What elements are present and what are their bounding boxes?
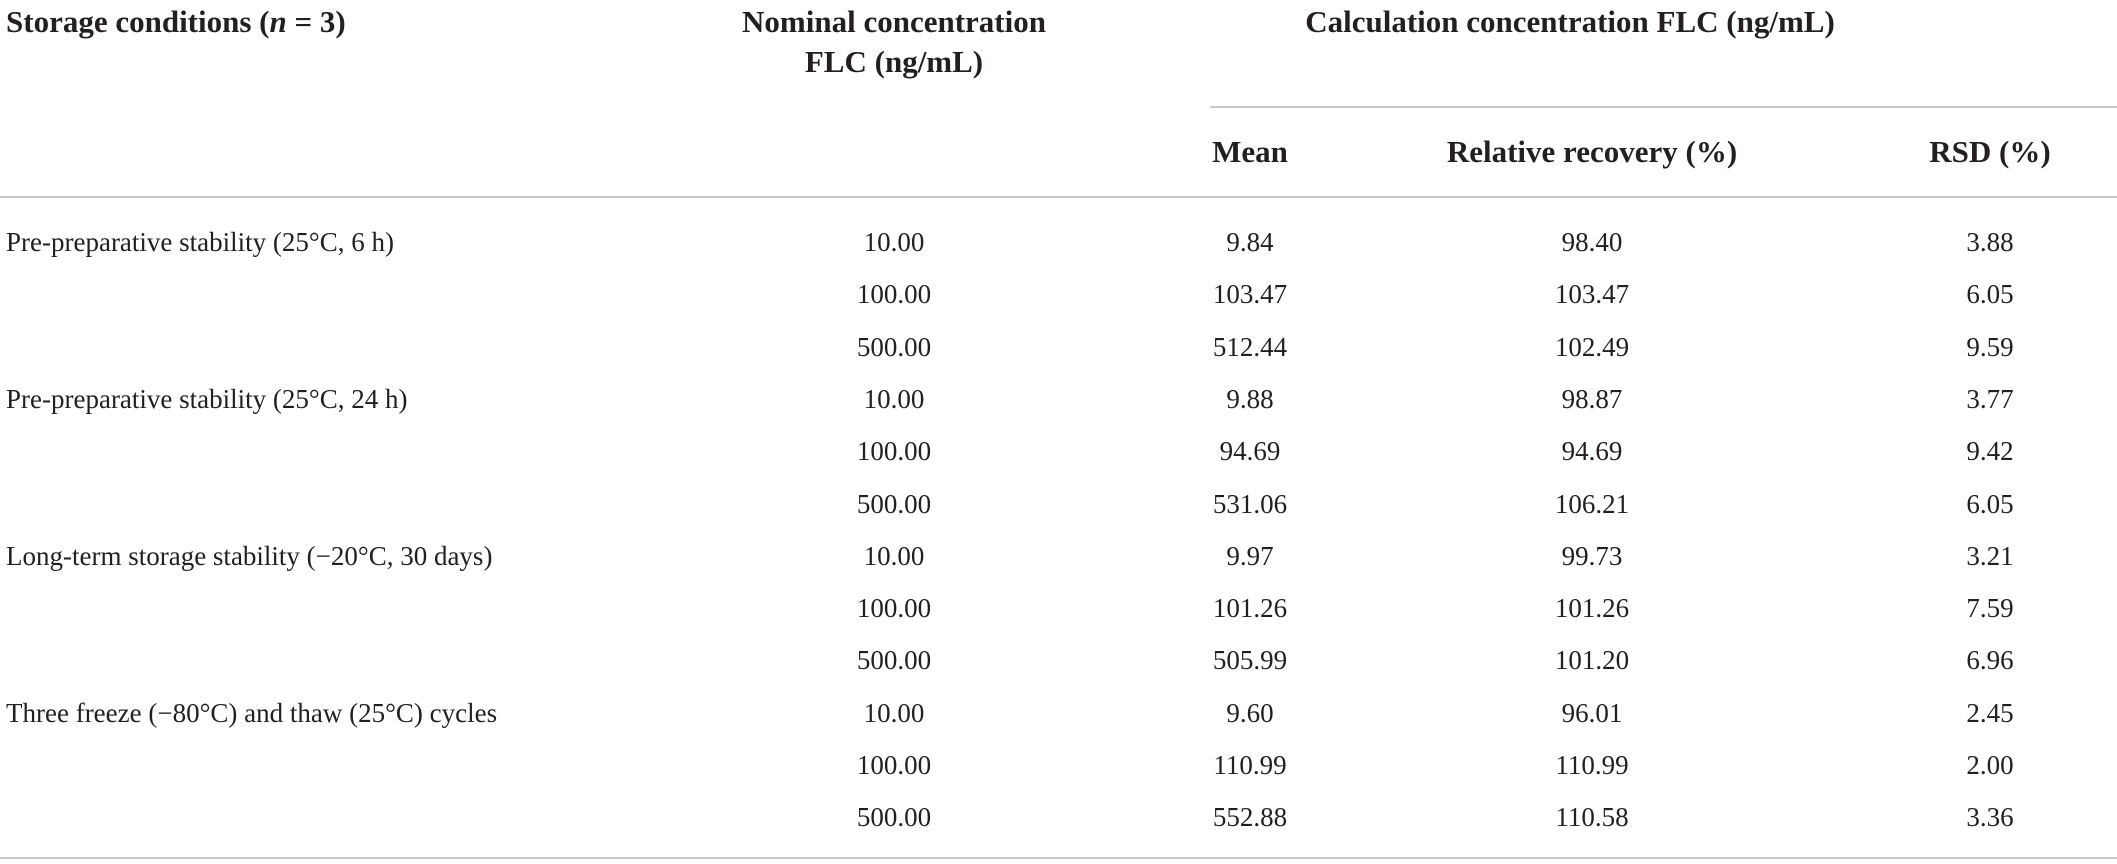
row-rsd-cell-text: 6.96 (1966, 645, 2014, 676)
table-row: 500.00 552.88 110.58 3.36 (0, 791, 2117, 843)
row-recovery-cell-text: 101.26 (1554, 593, 1630, 624)
row-recovery-cell-text: 96.01 (1561, 697, 1623, 728)
row-condition-cell: Long-term storage stability (−20°C, 30 d… (6, 530, 492, 582)
header-group-divider (1210, 106, 2117, 108)
header-storage-conditions-count: = 3) (286, 4, 346, 39)
row-condition-cell-text: Pre-preparative stability (25°C, 24 h) (6, 383, 408, 414)
row-recovery-cell-text: 98.40 (1561, 227, 1623, 257)
table-row: 500.00 531.06 106.21 6.05 (0, 478, 2117, 530)
row-rsd-cell-text: 3.77 (1966, 383, 2014, 414)
table-row: Pre-preparative stability (25°C, 24 h) 10… (0, 373, 2117, 425)
row-condition-cell: Pre-preparative stability (25°C, 24 h) (6, 373, 407, 425)
row-mean-cell-text: 110.99 (1213, 750, 1287, 780)
row-mean-cell-text: 9.60 (1226, 697, 1274, 728)
header-mean: Mean (1212, 134, 1288, 169)
row-mean-cell-text: 9.84 (1226, 227, 1274, 257)
header-calculation-group: Calculation concentration FLC (ng/mL) (1305, 4, 1835, 39)
table-row: 100.00 103.47 103.47 6.05 (0, 268, 2117, 320)
row-recovery-cell-text: 98.87 (1561, 383, 1623, 414)
row-nominal-cell-text: 100.00 (856, 750, 932, 780)
row-mean-cell-text: 9.88 (1226, 383, 1274, 414)
header-n-symbol: n (269, 4, 287, 39)
row-rsd-cell-text: 3.88 (1966, 227, 2014, 257)
row-recovery-cell-text: 94.69 (1561, 436, 1623, 467)
row-mean-cell-text: 9.97 (1226, 540, 1274, 571)
row-rsd-cell-text: 2.45 (1966, 697, 2014, 728)
row-recovery-cell-text: 106.21 (1554, 488, 1630, 519)
row-rsd-cell-text: 6.05 (1966, 279, 2014, 310)
row-rsd-cell-text: 9.59 (1966, 331, 2014, 362)
row-nominal-cell-text: 10.00 (863, 383, 925, 414)
row-nominal-cell-text: 10.00 (863, 697, 925, 728)
row-rsd-cell-text: 9.42 (1966, 436, 2014, 467)
header-relative-recovery: Relative recovery (%) (1446, 134, 1738, 169)
table-row: 100.00 101.26 101.26 7.59 (0, 582, 2117, 634)
header-storage-conditions-text: Storage conditions ( (6, 4, 270, 39)
row-nominal-cell-text: 100.00 (856, 279, 932, 310)
table-row: 100.00 110.99 110.99 2.00 (0, 739, 2117, 791)
row-recovery-cell-text: 102.49 (1554, 331, 1630, 362)
row-mean-cell-text: 512.44 (1212, 331, 1288, 362)
row-nominal-cell-text: 500.00 (856, 645, 932, 676)
row-condition-cell-text: Three freeze (−80°C) and thaw (25°C) cyc… (6, 697, 498, 728)
row-rsd-cell-text: 3.21 (1966, 540, 2014, 571)
row-nominal-cell-text: 100.00 (856, 436, 932, 467)
row-condition-cell: Pre-preparative stability (25°C, 6 h) (6, 216, 394, 268)
header-nominal-line2: FLC (ng/mL) (804, 44, 984, 79)
row-recovery-cell-text: 103.47 (1554, 279, 1630, 310)
row-nominal-cell-text: 10.00 (863, 540, 925, 571)
row-mean-cell-text: 531.06 (1212, 488, 1288, 519)
table-row: 100.00 94.69 94.69 9.42 (0, 425, 2117, 477)
table-row: Three freeze (−80°C) and thaw (25°C) cyc… (0, 687, 2117, 739)
row-nominal-cell-text: 10.00 (863, 227, 925, 257)
row-nominal-cell-text: 100.00 (856, 593, 932, 624)
row-mean-cell-text: 94.69 (1219, 436, 1281, 467)
row-recovery-cell-text: 110.99 (1555, 750, 1629, 780)
row-mean-cell-text: 552.88 (1212, 802, 1288, 833)
row-nominal-cell-text: 500.00 (856, 488, 932, 519)
row-mean-cell-text: 101.26 (1212, 593, 1288, 624)
row-recovery-cell-text: 99.73 (1561, 540, 1623, 571)
row-rsd-cell-text: 2.00 (1966, 750, 2014, 780)
table-row: 500.00 512.44 102.49 9.59 (0, 321, 2117, 373)
row-mean-cell-text: 103.47 (1212, 279, 1288, 310)
table-row: Long-term storage stability (−20°C, 30 d… (0, 530, 2117, 582)
row-recovery-cell-text: 101.20 (1554, 645, 1630, 676)
row-nominal-cell-text: 500.00 (856, 331, 932, 362)
row-condition-cell-text: Pre-preparative stability (25°C, 6 h) (6, 227, 394, 257)
row-condition-cell-text: Long-term storage stability (−20°C, 30 d… (6, 540, 493, 571)
table-row: Pre-preparative stability (25°C, 6 h) 10.… (0, 216, 2117, 268)
table-bottom-rule (0, 857, 2117, 859)
row-rsd-cell-text: 6.05 (1966, 488, 2014, 519)
table-row: 500.00 505.99 101.20 6.96 (0, 634, 2117, 686)
header-rsd: RSD (%) (1929, 134, 2051, 169)
row-mean-cell-text: 505.99 (1212, 645, 1288, 676)
row-recovery-cell-text: 110.58 (1555, 802, 1629, 833)
header-bottom-rule (0, 196, 2117, 198)
row-rsd-cell-text: 3.36 (1966, 802, 2014, 833)
header-nominal-concentration: Nominal concentration FLC (ng/mL) (686, 2, 1102, 82)
row-nominal-cell-text: 500.00 (856, 802, 932, 833)
header-storage-conditions: Storage conditions (n = 3) (6, 2, 346, 42)
header-nominal-line1: Nominal concentration (742, 4, 1046, 39)
row-rsd-cell-text: 7.59 (1966, 593, 2014, 624)
row-condition-cell: Three freeze (−80°C) and thaw (25°C) cyc… (6, 687, 497, 739)
